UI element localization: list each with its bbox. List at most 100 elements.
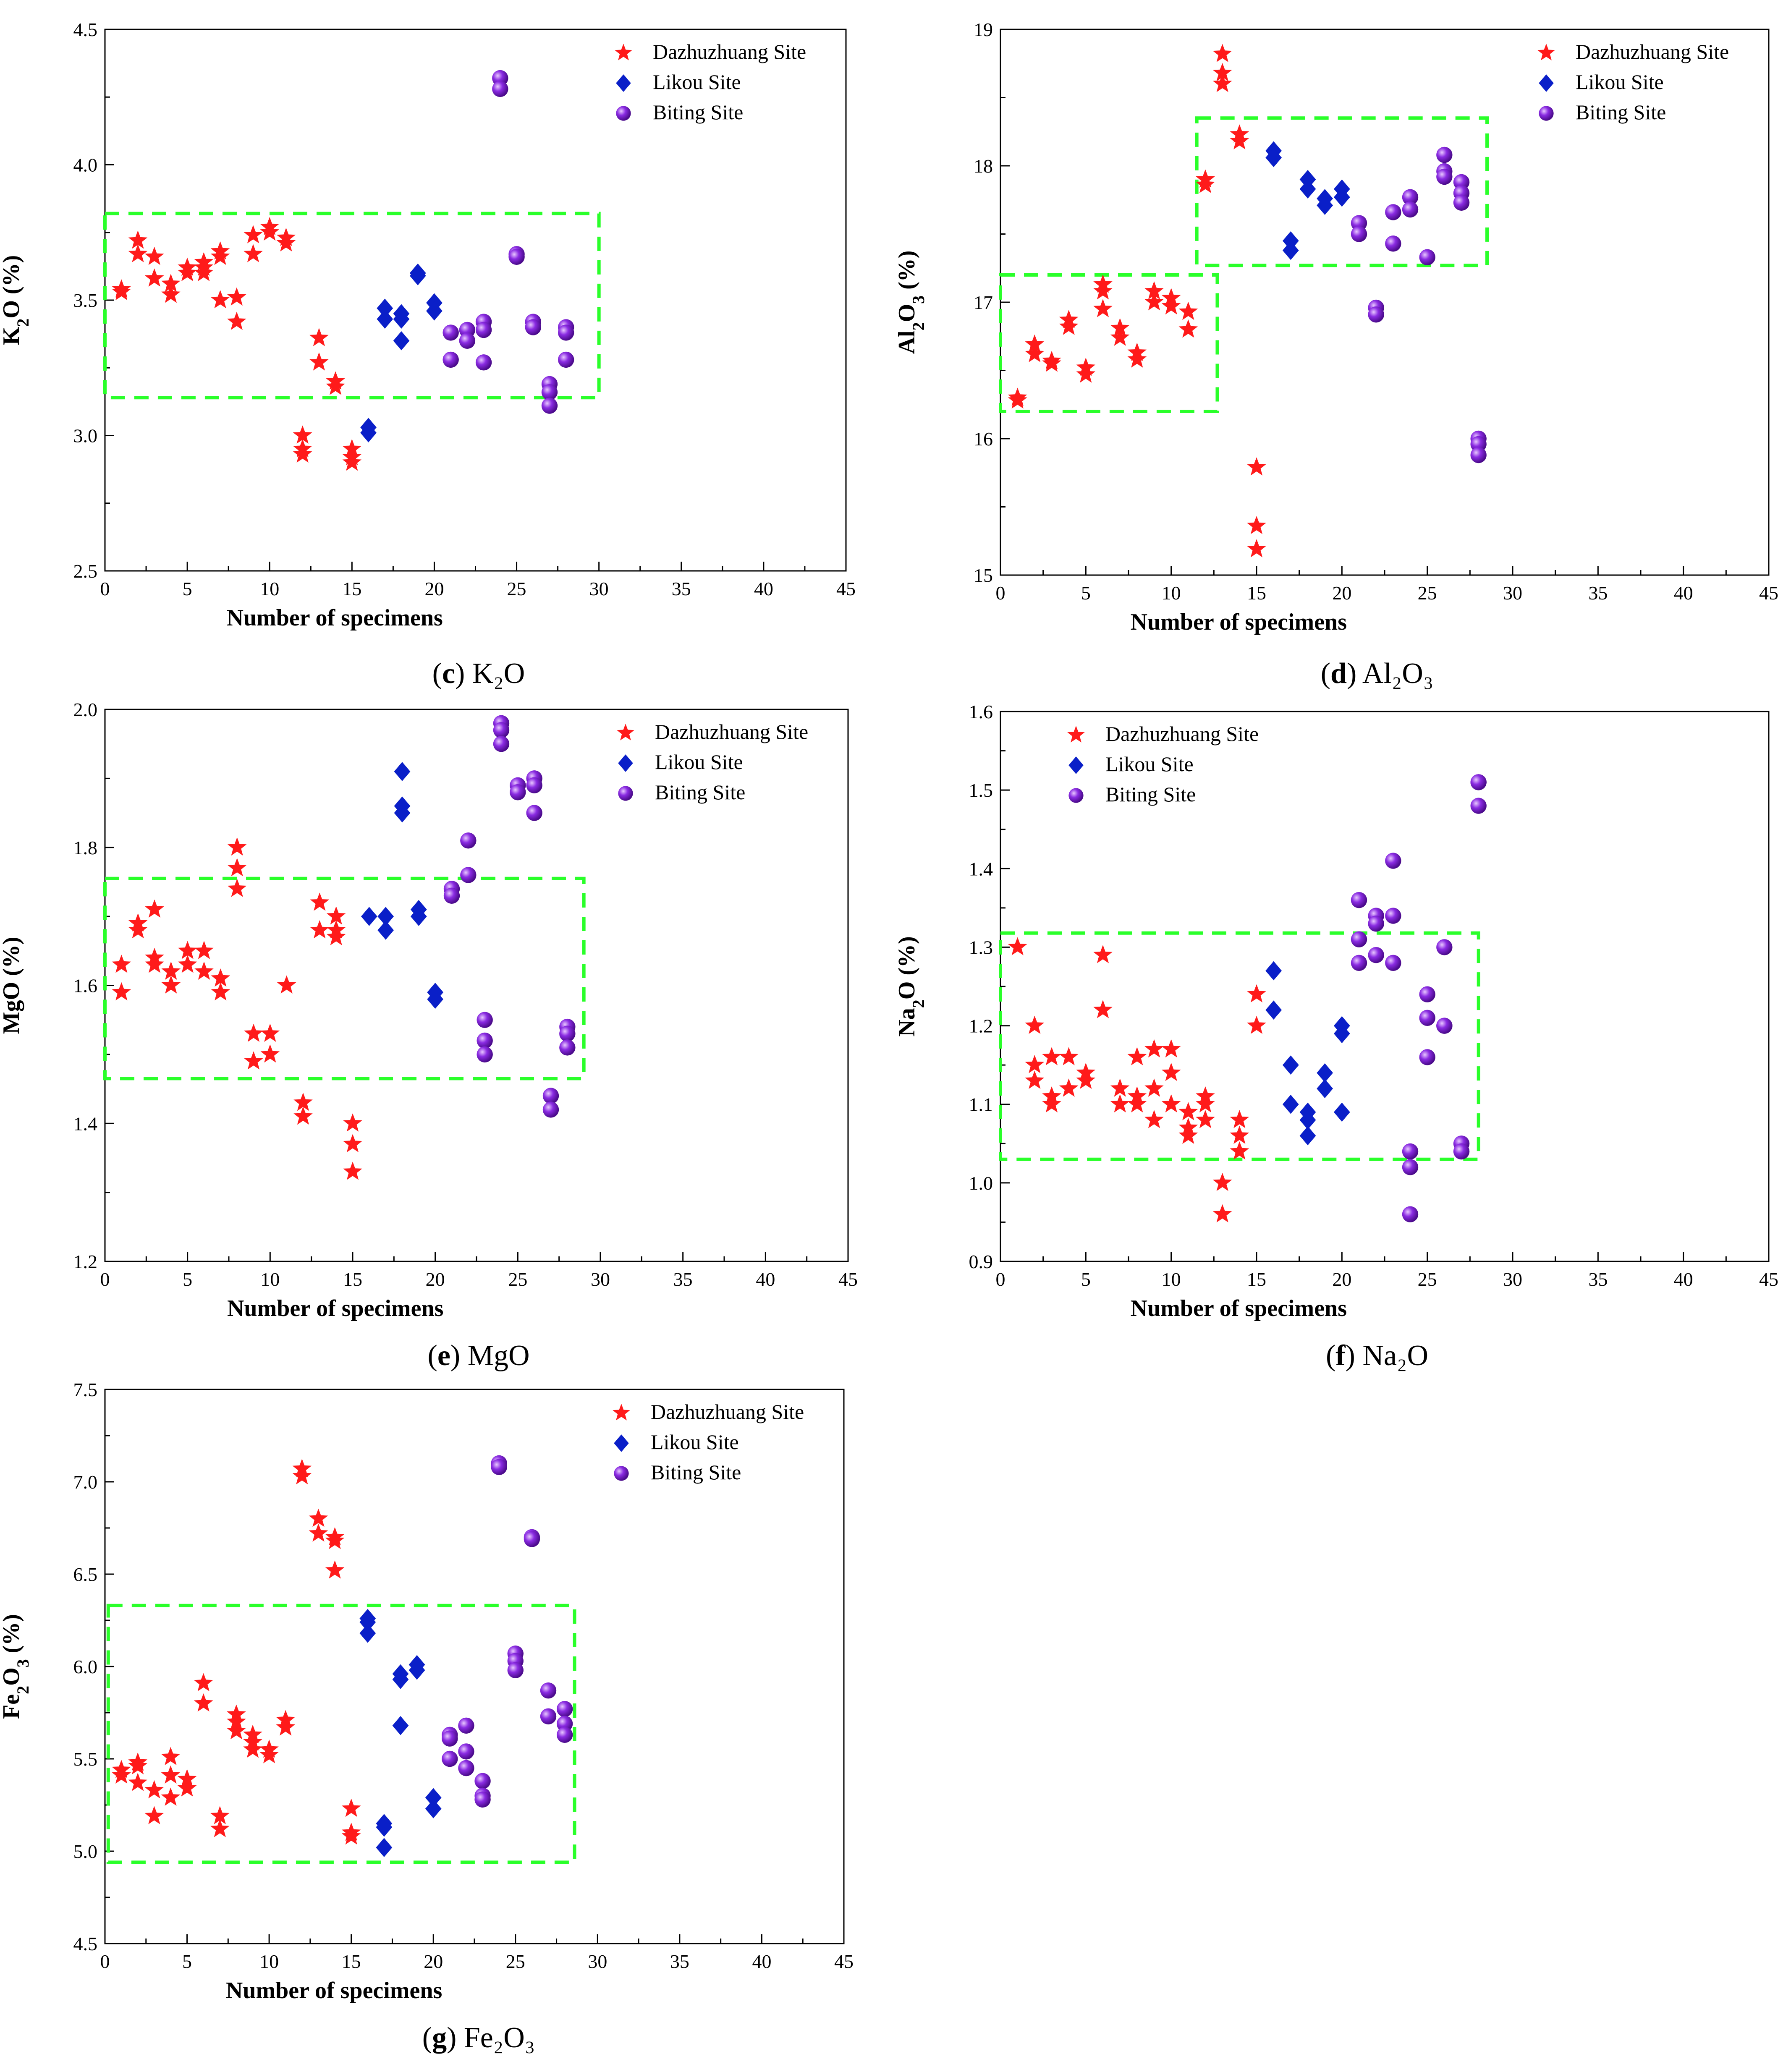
legend-label-dazhuzhuang: Dazhuzhuang Site [651, 1400, 804, 1423]
y-tick-label: 4.5 [73, 1933, 98, 1954]
biting-point [493, 735, 510, 752]
dazhuzhuang-point [276, 1717, 295, 1736]
legend-marker-biting [1539, 106, 1554, 121]
dazhuzhuang-point [260, 1023, 280, 1042]
dazhuzhuang-point [144, 1806, 164, 1824]
x-tick-label: 25 [1418, 582, 1437, 604]
dazhuzhuang-point [1247, 984, 1266, 1003]
dazhuzhuang-point [1127, 1094, 1147, 1113]
dazhuzhuang-point [243, 1740, 262, 1758]
y-tick-label: 1.4 [73, 1113, 98, 1134]
dazhuzhuang-point [292, 1466, 312, 1485]
dazhuzhuang-point [1110, 1094, 1130, 1113]
dazhuzhuang-point [1196, 175, 1215, 193]
dazhuzhuang-point [276, 233, 296, 251]
legend-marker-dazhuzhuang [613, 1404, 630, 1421]
dazhuzhuang-point [244, 225, 263, 243]
dazhuzhuang-point [1093, 1000, 1113, 1018]
dazhuzhuang-point [227, 837, 247, 856]
y-tick-label: 18 [974, 155, 993, 177]
dazhuzhuang-point [145, 955, 164, 973]
x-tick-label: 25 [507, 578, 526, 599]
biting-point [559, 1026, 576, 1042]
dazhuzhuang-point [178, 263, 197, 281]
caption-mgo: (e) MgO [427, 1339, 530, 1372]
dazhuzhuang-point [1008, 390, 1027, 409]
caption-fe2o3: (g) Fe₂O₃ [422, 2022, 535, 2054]
biting-point [541, 384, 558, 400]
dazhuzhuang-point [1212, 63, 1232, 81]
legend-marker-dazhuzhuang [617, 724, 634, 740]
biting-point [556, 1727, 573, 1743]
y-axis-label: MgO (%) [0, 937, 24, 1034]
x-tick-label: 15 [1247, 582, 1266, 604]
dazhuzhuang-point [128, 244, 148, 262]
biting-point [1351, 226, 1367, 242]
chart-fe2o3: 0 5 10 15 20 25 30 35 40 45 4.5 5.0 5.5 6.0 6.5 7.0 7.5 N… [0, 1381, 854, 2004]
highlight-box [103, 212, 601, 400]
dazhuzhuang-point [211, 968, 230, 987]
x-tick-label: 15 [343, 1269, 362, 1290]
x-tick-label: 15 [342, 578, 361, 599]
dazhuzhuang-point [210, 246, 230, 265]
legend-label-likou: Likou Site [651, 1430, 739, 1454]
dazhuzhuang-point [1110, 318, 1130, 337]
legend-label-dazhuzhuang: Dazhuzhuang Site [653, 40, 806, 63]
x-tick-label: 30 [591, 1269, 610, 1290]
y-tick-label: 5.5 [73, 1748, 98, 1770]
dazhuzhuang-point [1110, 327, 1130, 346]
x-tick-label: 10 [260, 578, 279, 599]
dazhuzhuang-point [161, 274, 181, 292]
biting-point [1368, 916, 1384, 932]
biting-point [1470, 798, 1487, 814]
dazhuzhuang-point [1178, 319, 1198, 338]
dazhuzhuang-point [1008, 937, 1027, 955]
biting-point [1351, 955, 1367, 971]
dazhuzhuang-point [112, 1765, 131, 1784]
x-tick-label: 45 [836, 578, 856, 599]
y-axis-label: Na2O (%) [896, 936, 928, 1036]
chart-mgo: 0 5 10 15 20 25 30 35 40 45 1.2 1.4 1.6 1.8 2.0 Number … [0, 699, 858, 1321]
y-tick-label: 1.3 [969, 937, 993, 958]
dazhuzhuang-point [178, 941, 197, 959]
biting-point [559, 1039, 576, 1056]
biting-point [526, 777, 542, 794]
highlight-box [999, 273, 1219, 413]
chart-k2o: 0 5 10 15 20 25 30 35 40 45 2.5 3.0 3.5 4.0 4.5 Number … [0, 19, 856, 631]
dazhuzhuang-point [1247, 457, 1266, 476]
biting-point [458, 1743, 474, 1760]
biting-point [442, 1750, 458, 1767]
dazhuzhuang-point [1247, 516, 1266, 534]
highlight-box [103, 876, 586, 1080]
y-tick-label: 6.5 [73, 1564, 98, 1585]
y-tick-label: 2.0 [73, 699, 98, 720]
dazhuzhuang-point [341, 1798, 361, 1817]
dazhuzhuang-point [144, 1780, 164, 1799]
dazhuzhuang-point [1144, 1039, 1164, 1058]
dazhuzhuang-point [244, 244, 263, 262]
dazhuzhuang-point [1059, 1078, 1079, 1097]
dazhuzhuang-point [244, 1023, 263, 1042]
x-tick-label: 30 [588, 1951, 607, 1972]
y-tick-label: 1.1 [969, 1094, 993, 1115]
dazhuzhuang-point [1025, 1070, 1045, 1089]
dazhuzhuang-point [293, 425, 312, 444]
dazhuzhuang-point [227, 1712, 246, 1730]
biting-point [1385, 908, 1401, 924]
likou-point [377, 921, 394, 940]
likou-point [376, 1818, 393, 1837]
dazhuzhuang-point [1127, 1047, 1147, 1065]
y-tick-label: 17 [974, 292, 993, 313]
dazhuzhuang-point [1025, 334, 1045, 353]
legend-label-biting: Biting Site [655, 780, 745, 804]
y-tick-label: 19 [974, 19, 993, 40]
dazhuzhuang-point [293, 1092, 313, 1111]
likou-point [392, 1716, 409, 1735]
y-tick-label: 7.5 [73, 1381, 98, 1400]
biting-point [1368, 306, 1384, 323]
likou-point [426, 301, 443, 321]
legend-label-dazhuzhuang: Dazhuzhuang Site [1105, 722, 1259, 746]
x-tick-label: 0 [996, 582, 1005, 604]
biting-point [1402, 1206, 1419, 1222]
biting-point [1402, 1159, 1419, 1175]
